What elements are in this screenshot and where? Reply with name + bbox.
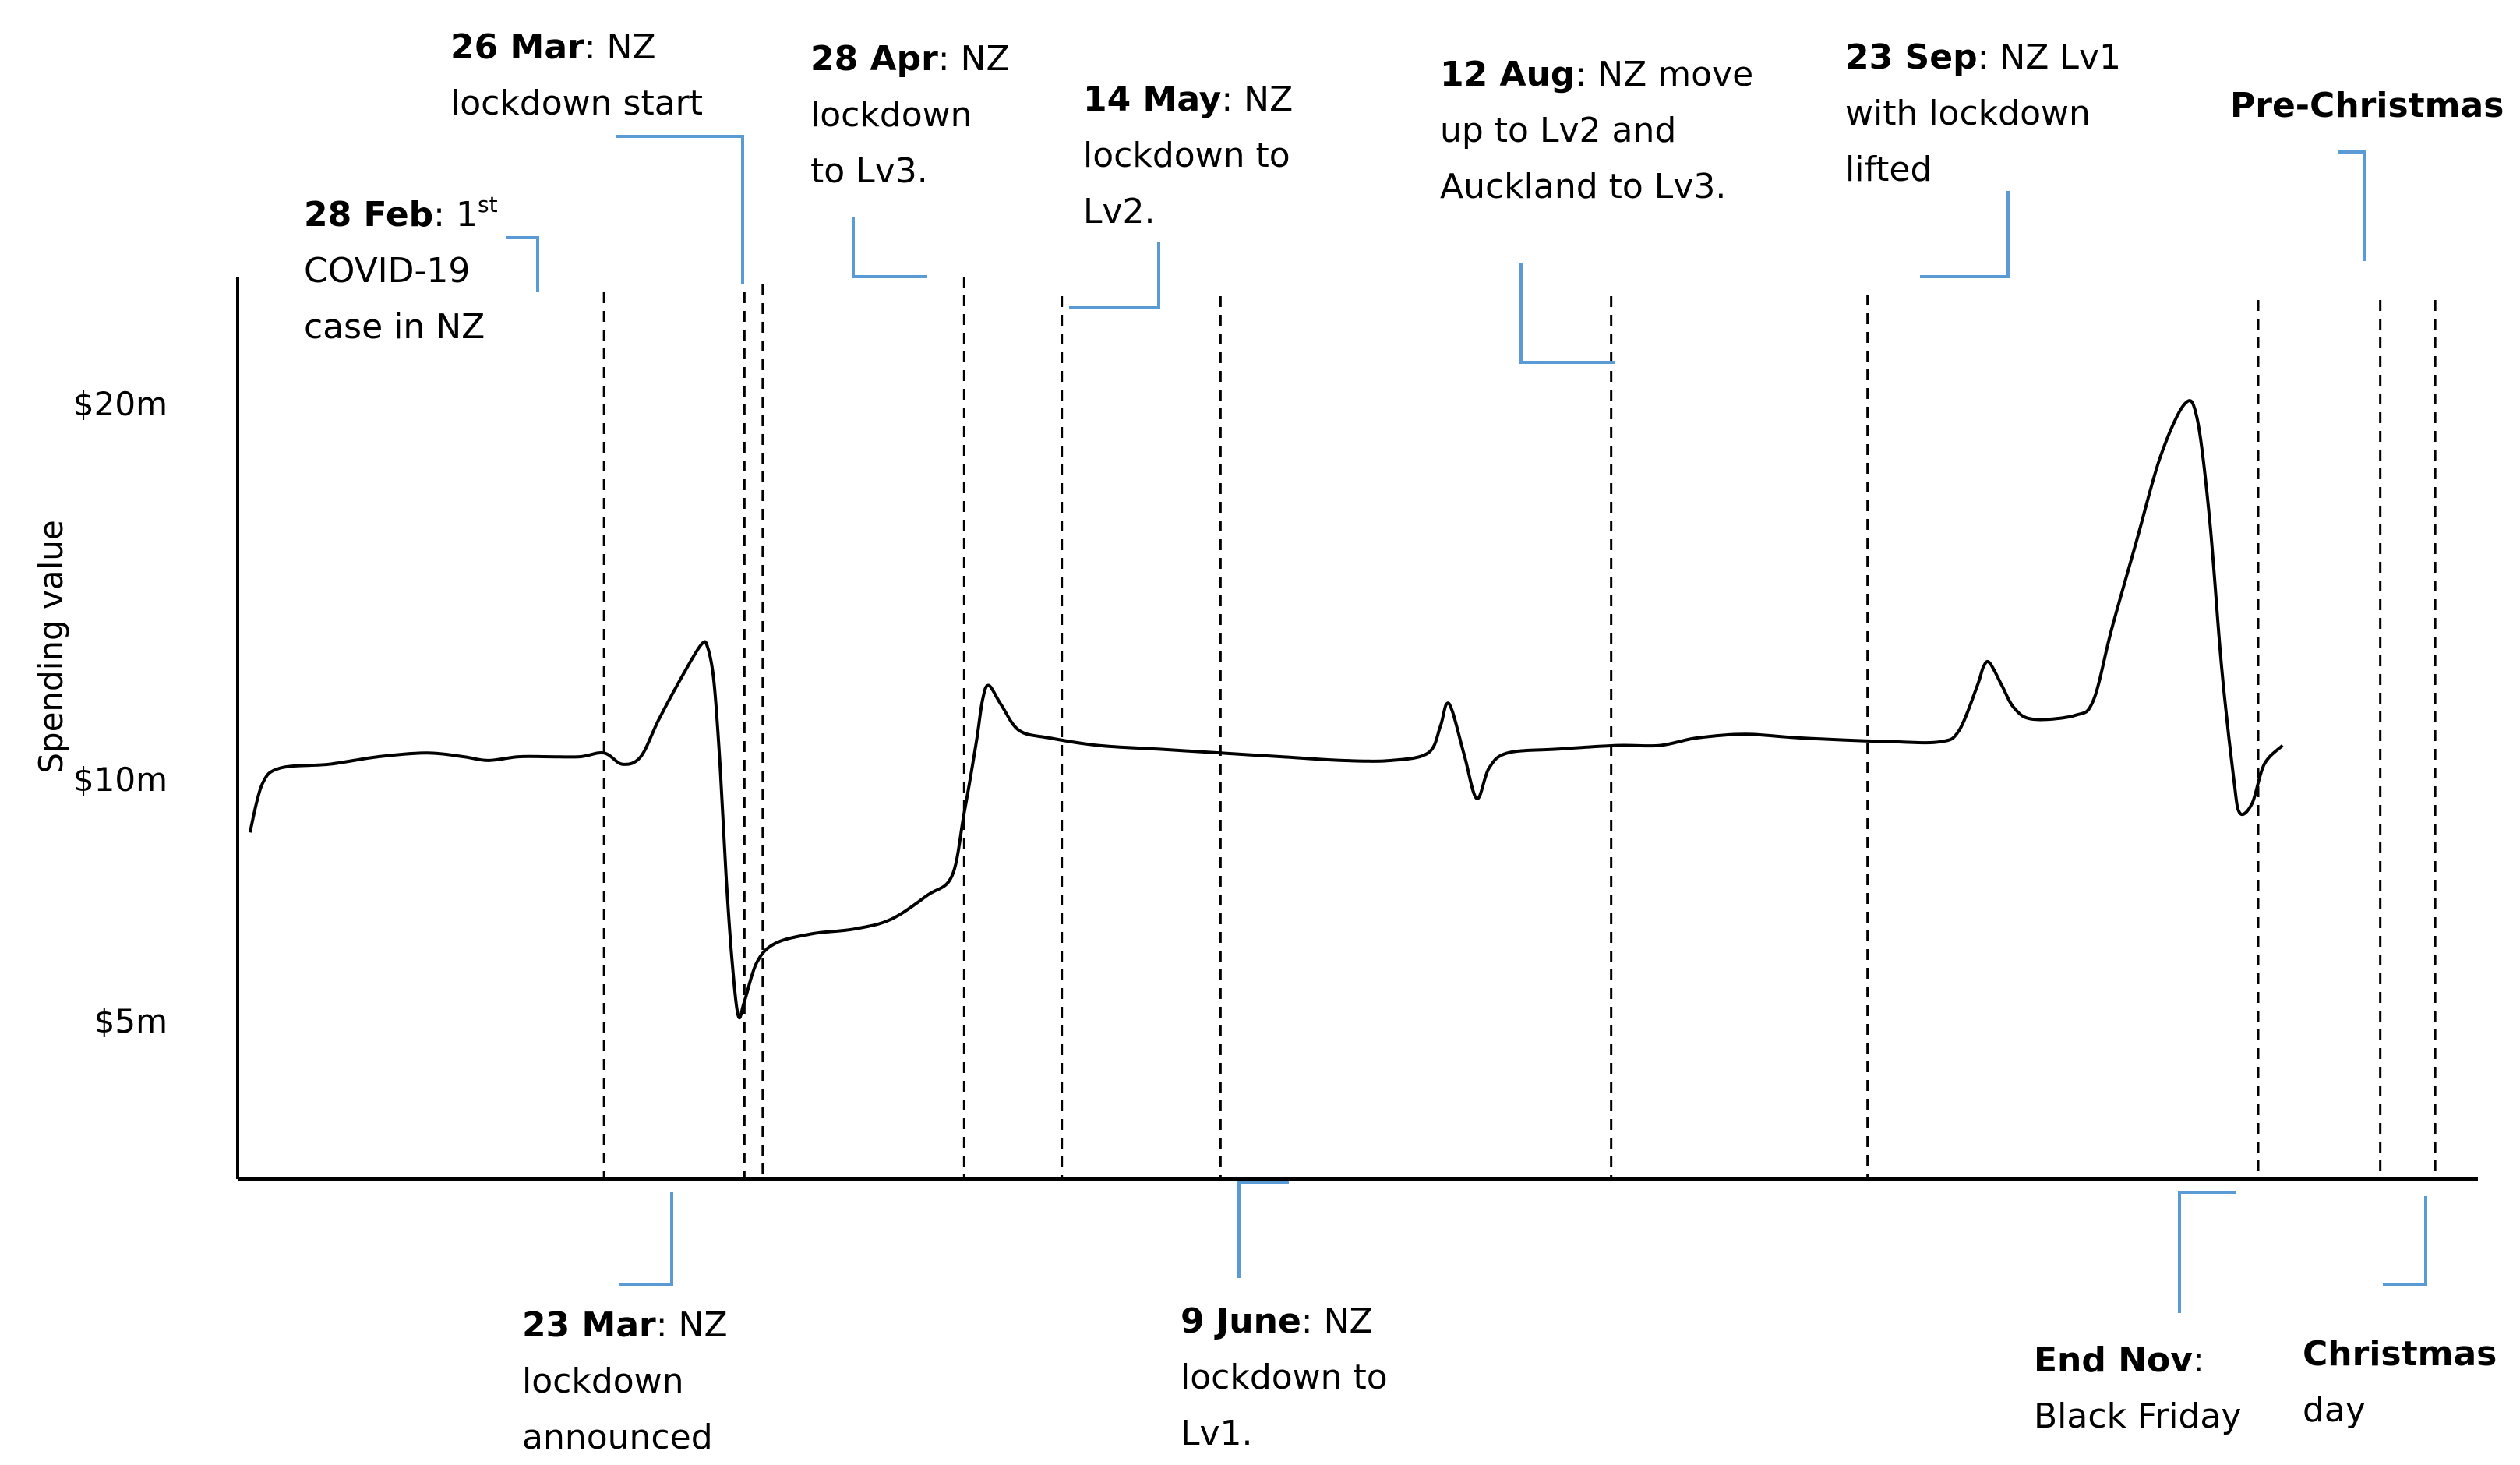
event-annotation-line: COVID-19 [304, 251, 470, 291]
event-text: : NZ Lv1 [1978, 37, 2121, 77]
event-text: : NZ [938, 39, 1010, 79]
event-text: : NZ [1301, 1301, 1373, 1341]
event-date: 23 Mar [522, 1305, 656, 1345]
event-date: 26 Mar [450, 27, 584, 67]
event-annotation-line: lifted [1845, 150, 1932, 189]
event-annotation: End Nov: [2034, 1340, 2204, 1380]
event-annotation-line: lockdown to [1083, 136, 1290, 175]
callouts [506, 135, 2427, 1313]
event-annotation-line: up to Lv2 and [1440, 111, 1676, 150]
y-tick-label: $10m [73, 761, 168, 799]
y-tick-label: $5m [94, 1002, 168, 1040]
event-date: Christmas [2303, 1334, 2497, 1374]
y-tick-labels: $20m $10m $5m [73, 385, 168, 1040]
callout-connector [619, 1192, 673, 1286]
event-annotation-line: to Lv3. [810, 151, 928, 191]
callout-connector [2338, 150, 2366, 261]
event-annotation: 26 Mar: NZ [450, 27, 656, 67]
event-annotation-line: Lv1. [1181, 1414, 1253, 1453]
event-lines [602, 277, 2437, 1179]
event-annotation-line: lockdown [810, 95, 972, 135]
callout-connector [1237, 1181, 1289, 1278]
event-date: 12 Aug [1440, 55, 1575, 94]
event-annotation: 28 Apr: NZ [810, 39, 1010, 79]
event-annotation-line: case in NZ [304, 307, 485, 347]
event-text: : [2193, 1340, 2204, 1380]
event-annotation-line: lockdown start [450, 83, 703, 123]
event-annotation-line: Lv2. [1083, 192, 1156, 231]
y-axis-label: Spending value [32, 520, 70, 773]
event-annotation: 14 May: NZ [1083, 79, 1293, 119]
event-text: : NZ [584, 27, 656, 67]
callout-connector [852, 217, 927, 278]
callout-connector [1920, 191, 2010, 278]
event-annotation-line: Black Friday [2034, 1396, 2241, 1436]
callout-connector [2383, 1196, 2427, 1286]
event-annotation-line: lockdown [522, 1361, 684, 1401]
event-superscript: st [478, 192, 498, 217]
callout-connector [2178, 1191, 2236, 1313]
spending-series-line [248, 399, 2284, 1019]
event-annotation: 28 Feb: 1st [304, 192, 498, 235]
event-annotation: 23 Mar: NZ [522, 1305, 728, 1345]
event-annotation: 9 June: NZ [1181, 1301, 1373, 1341]
event-date: End Nov [2034, 1340, 2193, 1380]
event-annotation-line: lockdown to [1181, 1357, 1388, 1397]
event-annotation-line: Auckland to Lv3. [1440, 167, 1726, 207]
event-annotation-line: with lockdown [1845, 94, 2091, 133]
event-annotation: 23 Sep: NZ Lv1 [1845, 37, 2121, 77]
event-date: 14 May [1083, 79, 1221, 119]
event-date: Pre-Christmas [2230, 86, 2504, 125]
event-text: : 1 [433, 195, 478, 235]
event-text: : NZ [1221, 79, 1293, 119]
y-tick-label: $20m [73, 385, 168, 423]
event-annotation: Christmas [2303, 1334, 2497, 1374]
event-text: : NZ move [1575, 55, 1753, 94]
callout-connector [616, 135, 744, 284]
event-annotation-line: announced [522, 1417, 713, 1457]
event-annotation-line: day [2303, 1390, 2366, 1430]
event-date: 28 Feb [304, 195, 433, 235]
axes [236, 277, 2478, 1181]
callout-connector [1069, 242, 1160, 309]
event-annotation: Pre-Christmas [2230, 86, 2504, 125]
callout-connector [506, 236, 539, 292]
event-date: 23 Sep [1845, 37, 1978, 77]
event-date: 9 June [1181, 1301, 1301, 1341]
event-text: : NZ [656, 1305, 728, 1345]
series [248, 399, 2284, 1019]
event-date: 28 Apr [810, 39, 938, 79]
event-annotation: 12 Aug: NZ move [1440, 55, 1753, 94]
callout-connector [1519, 263, 1615, 364]
